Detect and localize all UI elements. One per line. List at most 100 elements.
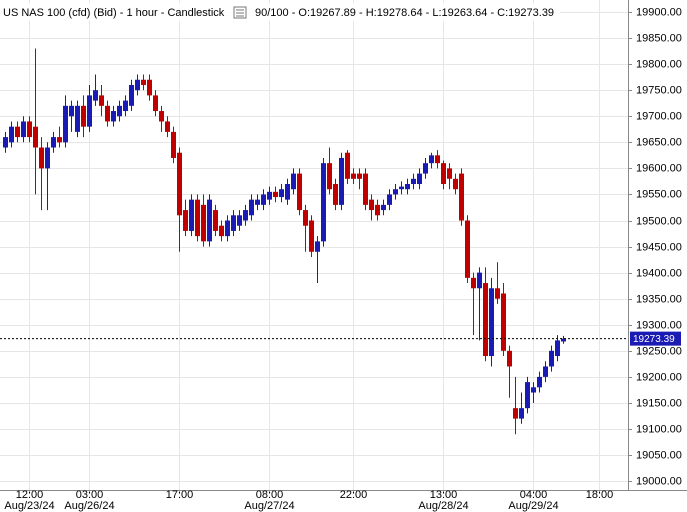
y-tick-label: 19150.00 [636, 397, 682, 409]
y-tick-label: 19250.00 [636, 345, 682, 357]
candle-body [39, 147, 44, 169]
candle-body [447, 168, 452, 179]
x-tick-label: 18:00 [586, 489, 614, 501]
candle-body [153, 95, 158, 112]
candle-body [33, 126, 38, 148]
candle-body [483, 283, 488, 357]
last-price-box [630, 331, 681, 346]
settings-icon[interactable] [233, 6, 247, 19]
candle-body [345, 152, 350, 179]
candle-body [549, 350, 554, 367]
candle-body [453, 178, 458, 190]
candle-body [201, 204, 206, 242]
candle-body [279, 189, 284, 198]
candle-body [429, 155, 434, 164]
candle-body [477, 272, 482, 289]
y-tick-label: 19850.00 [636, 32, 682, 44]
candle-body [21, 121, 26, 138]
candle-body [495, 288, 500, 299]
x-date-label: Aug/28/24 [418, 500, 468, 512]
chart-title: US NAS 100 (cfd) (Bid) - 1 hour - Candle… [3, 7, 225, 19]
y-tick-label: 19200.00 [636, 371, 682, 383]
candle-body [327, 163, 332, 190]
candle-body [267, 191, 272, 200]
candle-body [387, 194, 392, 205]
candle-body [87, 95, 92, 127]
y-tick-label: 19700.00 [636, 110, 682, 122]
candle-body [303, 210, 308, 226]
candle-body [501, 293, 506, 351]
y-tick-label: 19600.00 [636, 162, 682, 174]
y-tick-label: 19400.00 [636, 267, 682, 279]
y-tick-label: 19050.00 [636, 449, 682, 461]
candle-body [159, 111, 164, 122]
candle-body [357, 173, 362, 179]
x-tick-label: 04:00 [520, 489, 548, 501]
candle-body [411, 178, 416, 185]
candle-body [219, 225, 224, 237]
y-tick-label: 19750.00 [636, 84, 682, 96]
candle-body [537, 376, 542, 388]
candle-body [225, 220, 230, 237]
candle-body [105, 105, 110, 122]
candle-body [309, 220, 314, 252]
candle-body [243, 210, 248, 221]
candle-body [231, 215, 236, 231]
x-tick-label: 13:00 [430, 489, 458, 501]
candle-body [459, 173, 464, 221]
candle-body [255, 199, 260, 205]
candle-body [393, 189, 398, 195]
candle-body [237, 215, 242, 226]
x-date-label: Aug/27/24 [244, 500, 294, 512]
candle-body [69, 105, 74, 117]
last-price-label: 19273.39 [633, 334, 675, 345]
y-tick-label: 19350.00 [636, 293, 682, 305]
candle-body [117, 105, 122, 117]
candle-body [423, 163, 428, 174]
axes: 19900.00 19850.00 19800.00 19750.00 19700.00… [4, 6, 681, 512]
y-tick-label: 19900.00 [636, 6, 682, 18]
candle-body [405, 184, 410, 190]
candle-body [285, 184, 290, 200]
y-tick-label: 19650.00 [636, 136, 682, 148]
candle-body [171, 131, 176, 158]
x-date-label: Aug/23/24 [4, 500, 54, 512]
candle-body [531, 387, 536, 393]
candle-body [15, 126, 20, 138]
candle-body [525, 382, 530, 409]
candle-body [321, 163, 326, 242]
candle-body [111, 111, 116, 122]
y-tick-label: 19100.00 [636, 423, 682, 435]
candle-body [9, 126, 14, 143]
candle-body [543, 366, 548, 377]
candle-body [339, 157, 344, 205]
candle-body [561, 338, 566, 342]
y-tick-label: 19550.00 [636, 188, 682, 200]
candle-body [441, 163, 446, 185]
candle-body [399, 186, 404, 190]
candle-body [207, 199, 212, 242]
candle-body [333, 184, 338, 205]
candle-body [507, 350, 512, 367]
candle-body [363, 173, 368, 205]
candle-body [471, 277, 476, 289]
y-tick-label: 19450.00 [636, 241, 682, 253]
candle-body [195, 199, 200, 237]
candle-body [261, 194, 266, 205]
candle-body [519, 408, 524, 419]
candle-body [81, 105, 86, 127]
candle-body [135, 79, 140, 91]
candle-body [141, 79, 146, 85]
candle-body [189, 199, 194, 231]
candle-body [417, 173, 422, 185]
candle-body [63, 105, 68, 143]
candle-body [315, 241, 320, 252]
candle-body [513, 408, 518, 419]
grid [0, 0, 628, 490]
candle-body [351, 173, 356, 179]
candles [0, 48, 628, 435]
candle-body [45, 147, 50, 169]
x-tick-label: 08:00 [256, 489, 284, 501]
